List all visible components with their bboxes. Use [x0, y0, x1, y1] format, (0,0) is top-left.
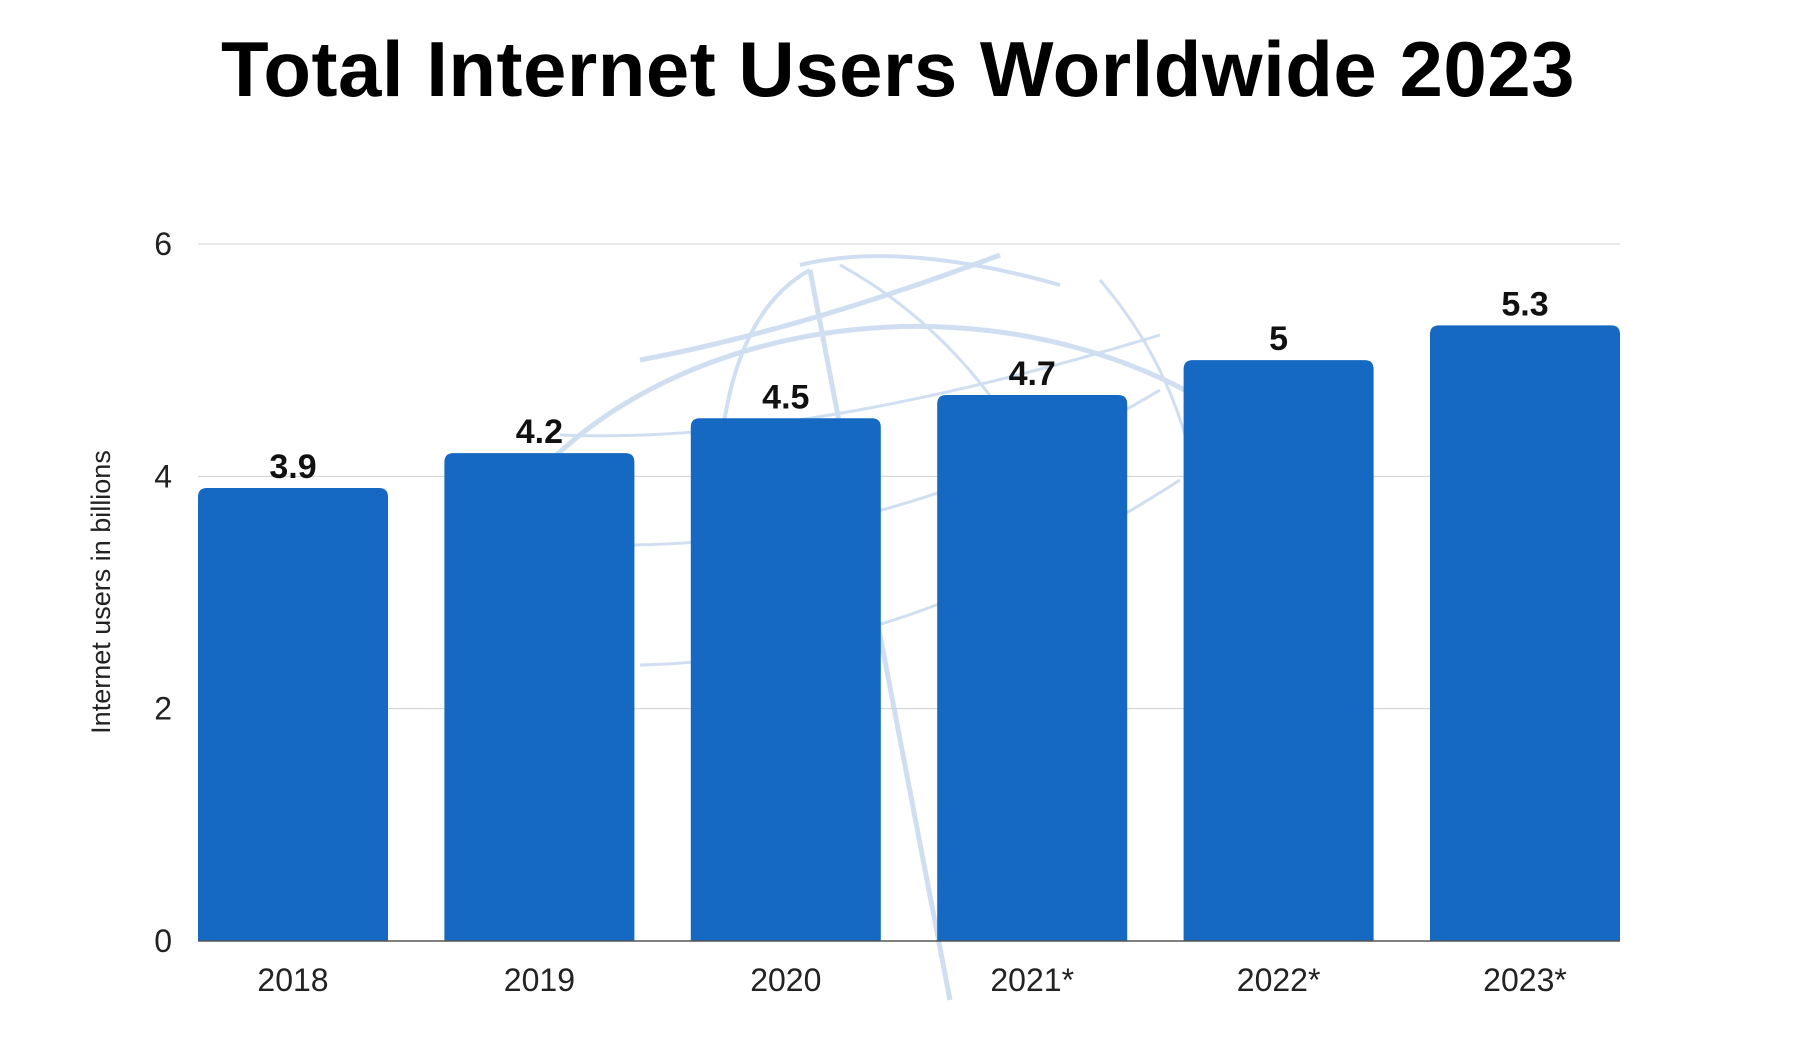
bar-value-label: 3.9	[269, 448, 316, 486]
x-axis-ticks: 2018 2019 2020 2021* 2022* 2023*	[257, 962, 1566, 998]
y-tick-label: 2	[154, 691, 172, 727]
y-tick-label: 0	[154, 923, 172, 959]
x-tick-label: 2019	[504, 962, 575, 998]
chart-title: Total Internet Users Worldwide 2023	[221, 25, 1575, 113]
value-labels: 3.9 4.2 4.5 4.7 5 5.3	[269, 285, 1548, 486]
bars	[198, 325, 1620, 942]
bar-2022	[1183, 360, 1374, 942]
bar-2020	[690, 418, 881, 941]
bar-2019	[444, 453, 635, 941]
x-tick-label: 2022*	[1237, 962, 1321, 998]
y-axis-label: Internet users in billions	[86, 450, 116, 734]
bar-2018	[198, 487, 388, 941]
bar-value-label: 5.3	[1501, 285, 1548, 323]
x-tick-label: 2021*	[990, 962, 1074, 998]
x-tick-label: 2023*	[1483, 962, 1567, 998]
bar-2023	[1430, 325, 1620, 942]
x-tick-label: 2018	[257, 962, 328, 998]
y-tick-label: 4	[154, 458, 172, 494]
bar-value-label: 5	[1269, 320, 1288, 358]
bar-2021	[937, 395, 1128, 941]
x-tick-label: 2020	[750, 962, 821, 998]
gridlines	[198, 243, 1620, 710]
bar-value-label: 4.5	[762, 378, 809, 416]
bar-value-label: 4.2	[516, 413, 563, 451]
y-axis-ticks: 0 2 4 6	[154, 226, 172, 959]
bar-value-label: 4.7	[1009, 355, 1056, 393]
y-tick-label: 6	[154, 226, 172, 262]
